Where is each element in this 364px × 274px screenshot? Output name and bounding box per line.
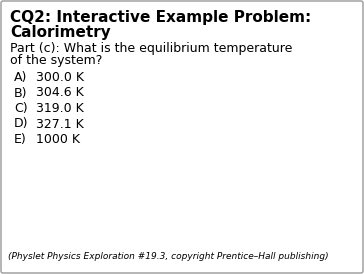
Text: of the system?: of the system? <box>10 54 102 67</box>
Text: (Physlet Physics Exploration #19.3, copyright Prentice–Hall publishing): (Physlet Physics Exploration #19.3, copy… <box>8 252 329 261</box>
Text: 327.1 K: 327.1 K <box>36 118 84 130</box>
Text: Calorimetry: Calorimetry <box>10 25 111 40</box>
Text: 304.6 K: 304.6 K <box>36 87 84 99</box>
Text: 1000 K: 1000 K <box>36 133 80 146</box>
Text: C): C) <box>14 102 28 115</box>
Text: D): D) <box>14 118 28 130</box>
Text: B): B) <box>14 87 28 99</box>
Text: Part (c): What is the equilibrium temperature: Part (c): What is the equilibrium temper… <box>10 42 292 55</box>
Text: E): E) <box>14 133 27 146</box>
Text: A): A) <box>14 71 27 84</box>
Text: 319.0 K: 319.0 K <box>36 102 84 115</box>
Text: CQ2: Interactive Example Problem:: CQ2: Interactive Example Problem: <box>10 10 311 25</box>
Text: 300.0 K: 300.0 K <box>36 71 84 84</box>
